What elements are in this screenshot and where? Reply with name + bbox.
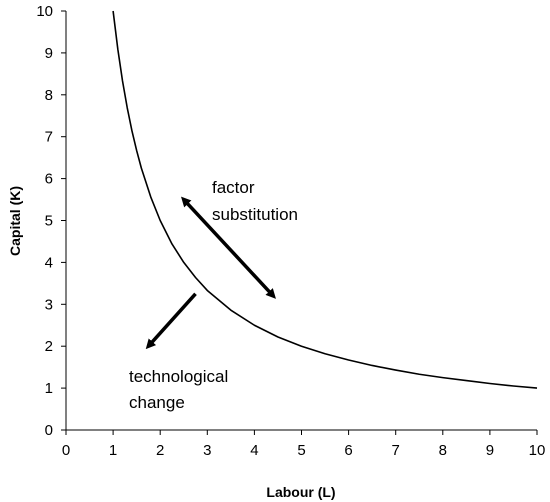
x-tick-label: 9 [486,442,494,459]
technological-change-arrow [145,292,197,350]
x-tick-label: 2 [156,442,164,459]
x-tick-label: 1 [109,442,117,459]
annotation-technological-change-line-1: technological [129,367,228,386]
y-tick-label: 10 [36,3,53,20]
isoquant-curve [112,10,538,389]
y-tick-label: 7 [45,129,53,146]
y-tick-label: 3 [45,296,53,313]
annotation-technological-change-line-2: change [129,393,185,412]
annotation-factor-substitution-line-2: substitution [212,205,298,224]
x-tick-label: 4 [250,442,258,459]
x-tick-label: 5 [297,442,305,459]
y-tick-label: 6 [45,171,53,188]
y-ticks: 0 1 2 3 4 5 6 7 8 9 10 [36,3,66,439]
x-tick-label: 7 [392,442,400,459]
x-axis-title: Labour (L) [266,484,335,500]
x-ticks: 0 1 2 3 4 5 6 7 8 9 10 [62,430,546,459]
annotation-factor-substitution-line-1: factor [212,178,255,197]
series-layer [112,10,538,389]
y-tick-label: 2 [45,338,53,355]
y-tick-label: 1 [45,380,53,397]
y-axis-title: Capital (K) [7,186,23,256]
y-tick-label: 8 [45,87,53,104]
y-tick-label: 5 [45,213,53,230]
arrow-layer [145,196,276,350]
y-tick-label: 9 [45,45,53,62]
x-tick-label: 3 [203,442,211,459]
x-tick-label: 6 [344,442,352,459]
x-tick-label: 8 [439,442,447,459]
x-tick-label: 10 [529,442,546,459]
x-tick-label: 0 [62,442,70,459]
y-tick-label: 4 [45,254,53,271]
y-tick-label: 0 [45,422,53,439]
factor-substitution-arrow [181,196,276,299]
